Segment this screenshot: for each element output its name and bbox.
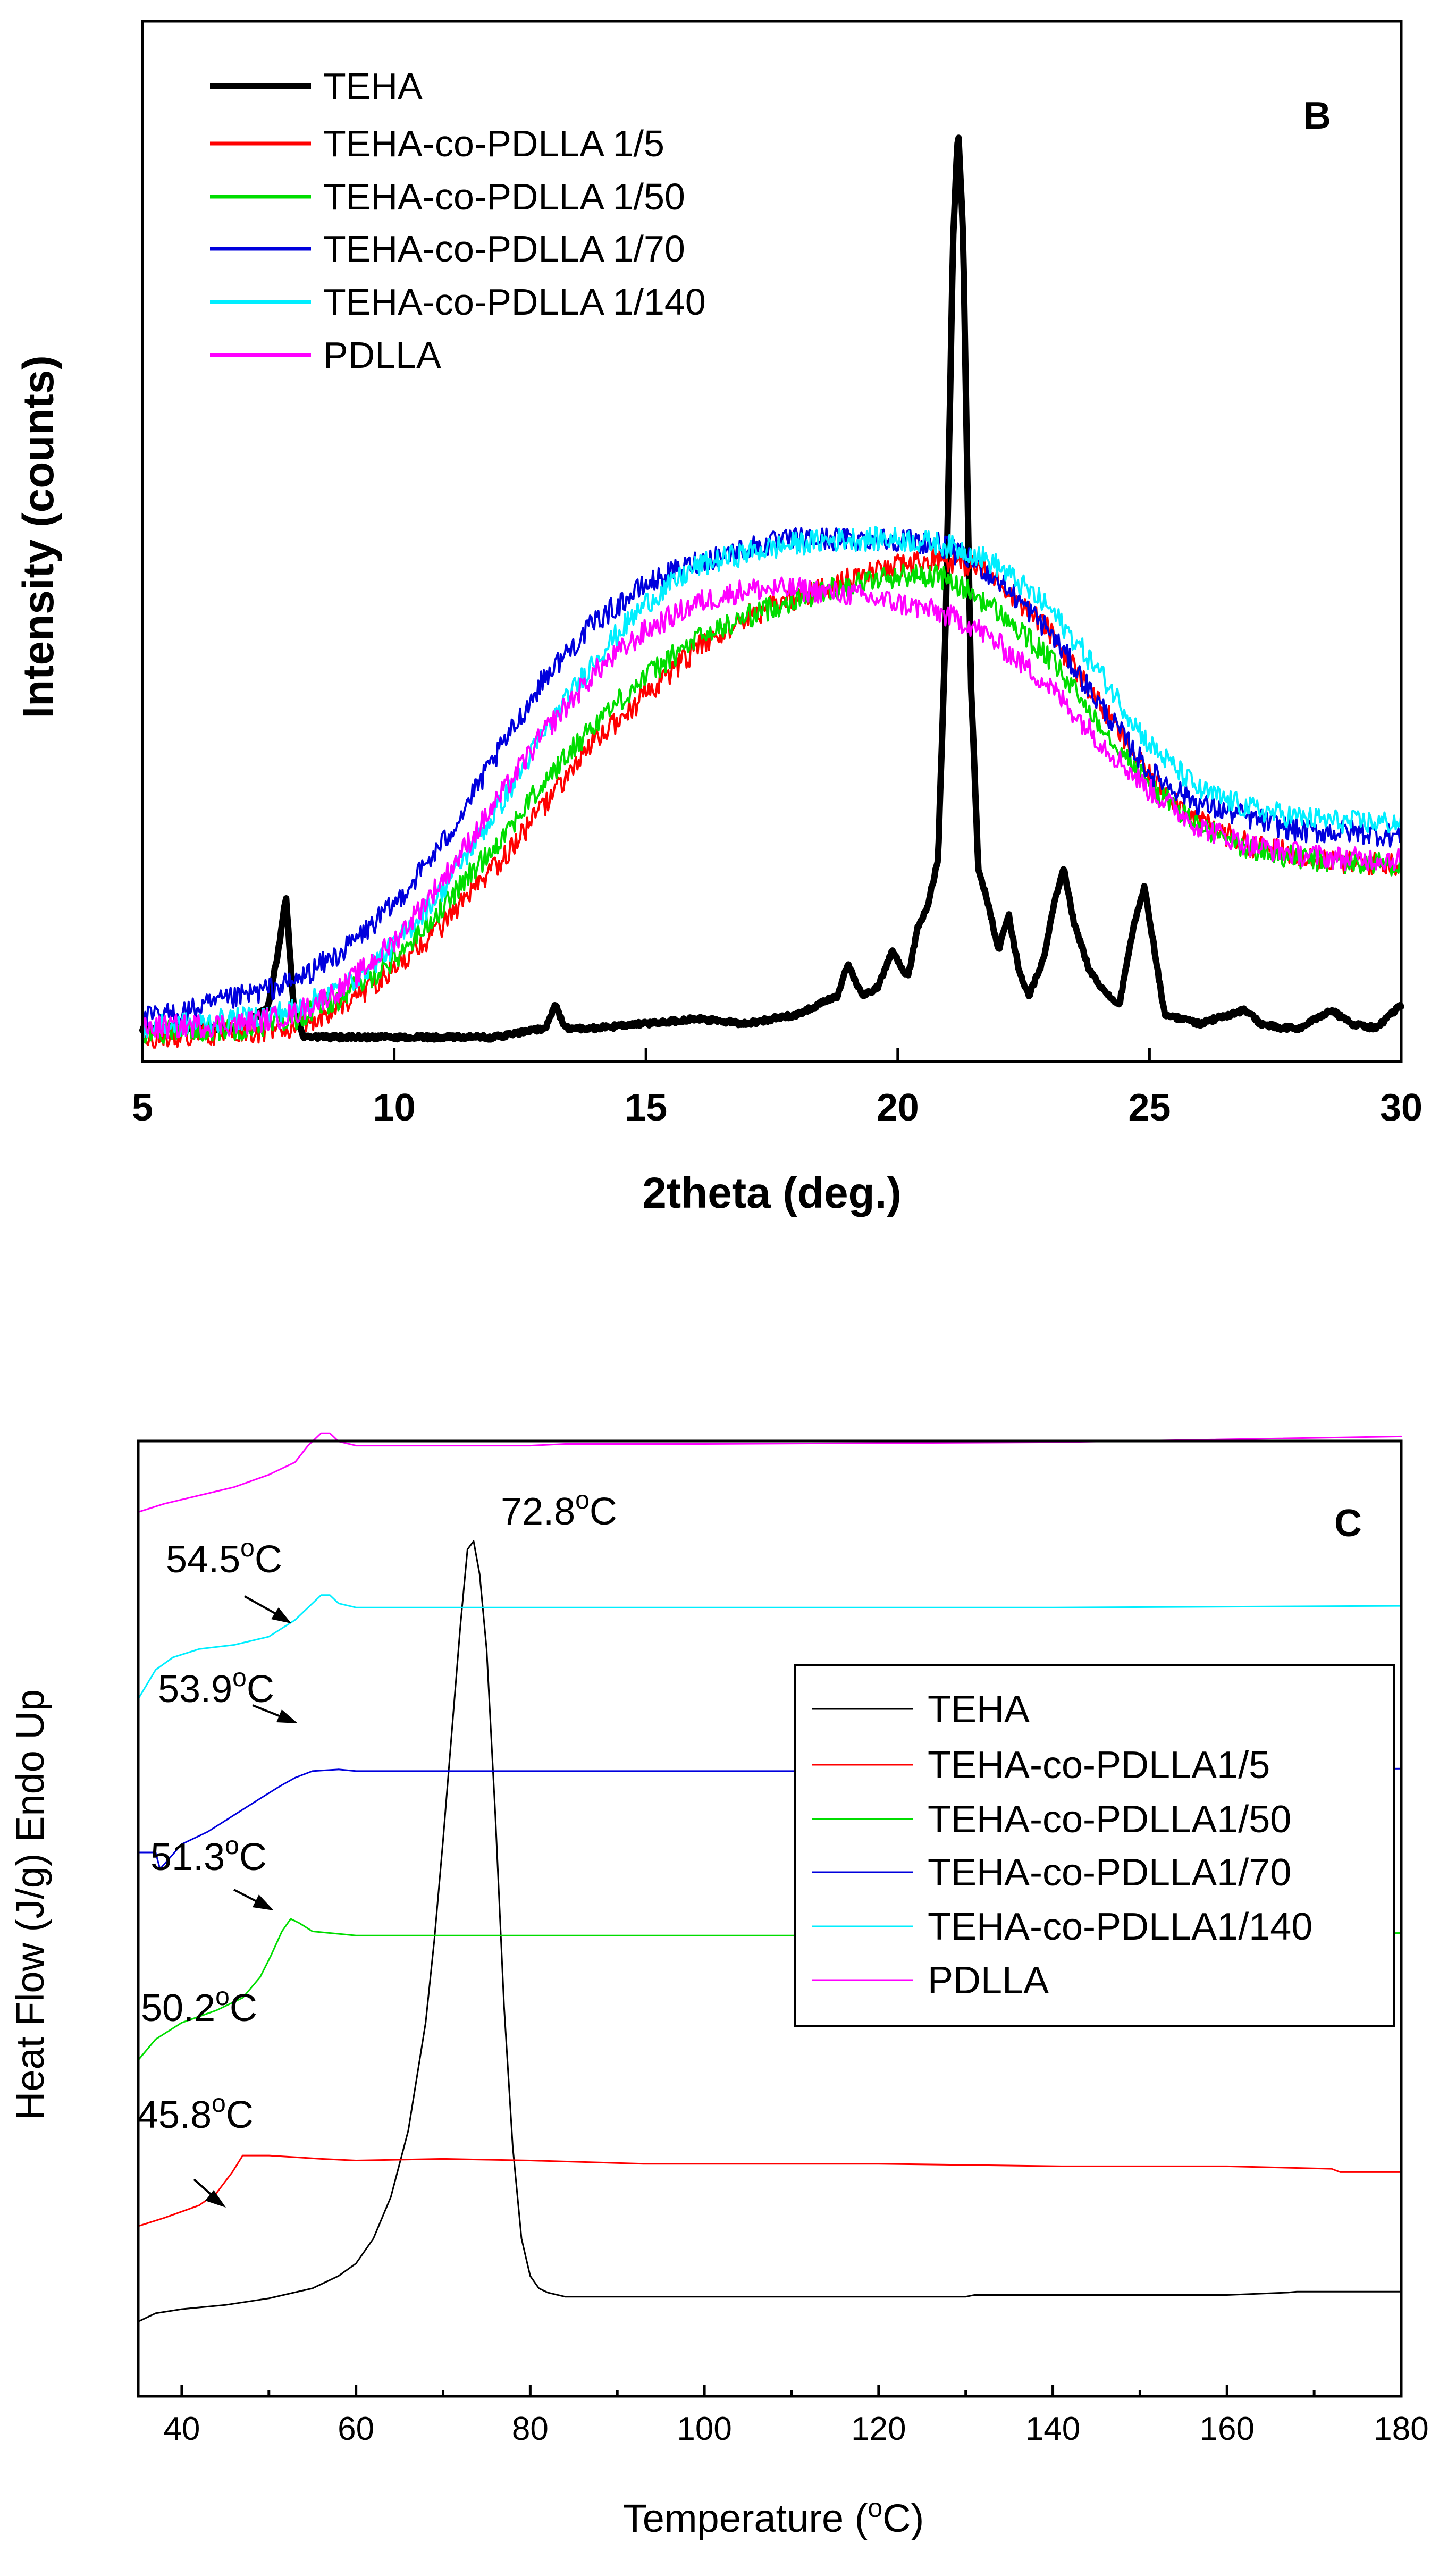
annotation-50-2: 50.2oC [141, 1983, 257, 2029]
legend-b-label-1-70: TEHA-co-PDLLA 1/70 [323, 228, 685, 269]
panel-c-x-ticks: 40 60 80 100 120 140 160 180 [163, 2385, 1429, 2447]
panel-b-x-tick-label: 5 [132, 1087, 153, 1129]
panel-c-legend: TEHA TEHA-co-PDLLA1/5 TEHA-co-PDLLA1/50 … [794, 1664, 1395, 2027]
panel-b-series-pdlla [141, 576, 1402, 1039]
annotation-54-5-label: 54.5oC [166, 1534, 282, 1581]
panel-b: 5 10 15 20 25 30 2theta (deg.) Intensity (cou… [14, 20, 1423, 1217]
panel-c-x-tick-label: 160 [1200, 2411, 1255, 2447]
panel-c-series-teha [137, 1540, 1402, 2322]
annotation-50-2-label: 50.2oC [141, 1983, 257, 2029]
legend-c-frame [794, 1664, 1395, 2027]
annotation-54-5-arrowhead [271, 1607, 291, 1623]
annotation-51-3: 51.3oC [150, 1832, 274, 1910]
panel-b-series-layer [139, 134, 1404, 1049]
panel-b-plot-frame [141, 20, 1403, 1063]
legend-b-label-teha: TEHA [323, 65, 423, 107]
panel-b-x-axis-title: 2theta (deg.) [642, 1169, 901, 1217]
panel-c: 40 60 80 100 120 140 160 180 Temperature (oC) H… [8, 1432, 1429, 2540]
annotation-72-8-label: 72.8oC [501, 1486, 617, 1533]
panel-c-x-tick-label: 120 [851, 2411, 906, 2447]
panel-c-x-tick-label: 140 [1025, 2411, 1080, 2447]
legend-b-label-1-140: TEHA-co-PDLLA 1/140 [323, 281, 706, 323]
legend-b-label-pdlla: PDLLA [323, 334, 441, 376]
panel-c-x-tick-label: 100 [677, 2411, 731, 2447]
panel-c-plot-frame [137, 1439, 1403, 2398]
legend-c-label-1-50: TEHA-co-PDLLA1/50 [928, 1798, 1291, 1841]
legend-c-label-1-140: TEHA-co-PDLLA1/140 [928, 1906, 1312, 1948]
legend-c-label-pdlla: PDLLA [928, 1959, 1049, 2002]
panel-c-x-tick-label: 40 [163, 2411, 200, 2447]
panel-c-series-teha-co-pdlla1-140 [137, 1594, 1402, 1700]
annotation-51-3-arrowhead [253, 1894, 274, 1910]
annotation-53-9-arrowhead [276, 1709, 298, 1723]
legend-c-label-teha: TEHA [928, 1688, 1030, 1731]
annotation-51-3-label: 51.3oC [150, 1832, 267, 1879]
annotation-53-9: 53.9oC [158, 1664, 298, 1723]
panel-c-series-teha-co-pdlla1-50 [137, 1918, 1402, 2061]
panel-c-annotations: 72.8oC 54.5oC 53.9oC 51.3oC 50.2oC 4 [137, 1486, 617, 2208]
annotation-72-8: 72.8oC [501, 1486, 617, 1533]
panel-c-x-tick-label: 80 [512, 2411, 549, 2447]
annotation-54-5: 54.5oC [166, 1534, 291, 1623]
panel-b-series-teha-co-pdlla-1-140 [141, 526, 1402, 1038]
annotation-45-8: 45.8oC [137, 2090, 254, 2208]
legend-b-label-1-5: TEHA-co-PDLLA 1/5 [323, 123, 664, 164]
legend-c-label-1-5: TEHA-co-PDLLA1/5 [928, 1744, 1270, 1787]
legend-b-label-1-50: TEHA-co-PDLLA 1/50 [323, 176, 685, 217]
panel-b-letter: B [1303, 95, 1331, 137]
panel-c-series-pdlla [137, 1432, 1402, 1513]
panel-b-y-axis-title: Intensity (counts) [14, 355, 63, 718]
panel-c-x-tick-label: 60 [338, 2411, 374, 2447]
panel-b-legend: TEHA TEHA-co-PDLLA 1/5 TEHA-co-PDLLA 1/5… [210, 65, 706, 376]
panel-b-x-tick-label: 15 [625, 1087, 667, 1129]
annotation-45-8-arrowhead [205, 2190, 226, 2208]
panel-b-x-ticks: 5 10 15 20 25 30 [132, 1048, 1423, 1129]
panel-b-x-tick-label: 10 [373, 1087, 416, 1129]
panel-c-series-teha-co-pdlla1-70 [137, 1767, 1402, 1870]
panel-b-x-tick-label: 30 [1380, 1087, 1423, 1129]
annotation-45-8-label: 45.8oC [137, 2090, 254, 2136]
panel-b-series-teha [139, 134, 1404, 1043]
panel-b-series-teha-co-pdlla-1-70 [141, 527, 1402, 1028]
legend-c-label-1-70: TEHA-co-PDLLA1/70 [928, 1851, 1291, 1894]
panel-c-x-axis-title: Temperature (oC) [623, 2493, 924, 2540]
annotation-53-9-label: 53.9oC [158, 1664, 274, 1711]
panel-c-y-axis-title: Heat Flow (J/g) Endo Up [8, 1689, 52, 2120]
panel-c-series-teha-co-pdlla1-5 [137, 2154, 1402, 2227]
panel-b-x-tick-label: 25 [1128, 1087, 1171, 1129]
panel-b-x-tick-label: 20 [877, 1087, 919, 1129]
panel-c-letter: C [1334, 1502, 1362, 1545]
panel-c-x-tick-label: 180 [1374, 2411, 1428, 2447]
